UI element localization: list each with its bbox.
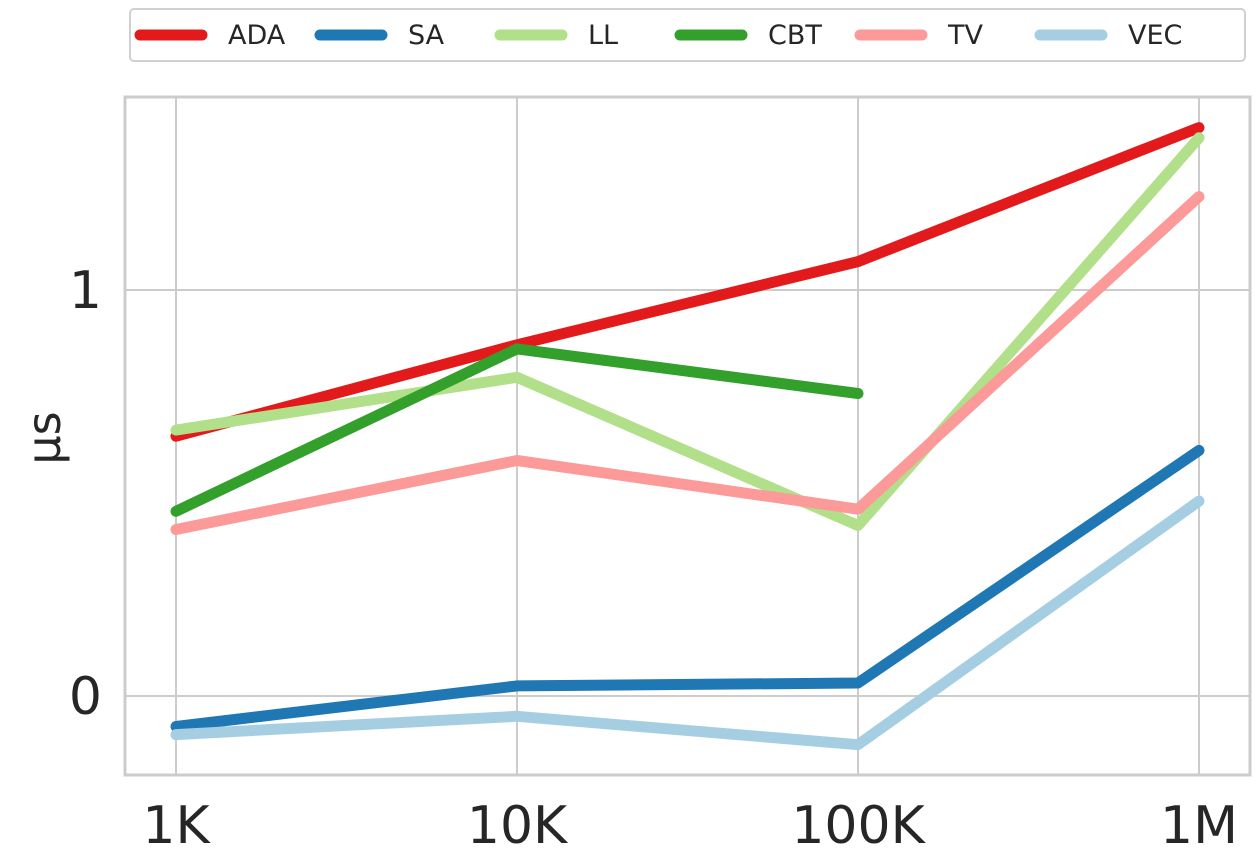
legend-label: VEC	[1128, 20, 1182, 51]
legend-label: SA	[408, 20, 445, 51]
x-tick-label: 100K	[791, 796, 926, 856]
y-tick-label: 0	[69, 667, 102, 727]
legend-items: ADA SA LL CBT TV VEC	[134, 20, 1182, 51]
x-axis-ticks: 1K 10K 100K 1M	[142, 796, 1238, 856]
x-tick-label: 1K	[142, 796, 211, 856]
x-tick-label: 1M	[1160, 796, 1238, 856]
series-line-ada	[170, 122, 1205, 442]
legend: ADA SA LL CBT TV VEC	[129, 8, 1246, 62]
series-lines	[170, 122, 1205, 751]
series-line-tv	[170, 191, 1205, 535]
legend-label: LL	[588, 20, 618, 51]
legend-item-sa: SA	[314, 20, 445, 51]
plot-area	[123, 95, 1252, 777]
legend-item-tv: TV	[854, 20, 983, 51]
plot-frame	[123, 95, 1252, 777]
series-line-vec	[170, 495, 1205, 751]
legend-item-ll: LL	[494, 20, 618, 51]
y-axis-ticks: 01	[69, 261, 102, 727]
series-line-sa	[170, 444, 1205, 732]
legend-label: TV	[947, 20, 983, 51]
y-axis-label: µs	[17, 411, 71, 464]
series-line-cbt	[170, 343, 864, 517]
legend-item-vec: VEC	[1034, 20, 1182, 51]
legend-item-ada: ADA	[134, 20, 286, 51]
x-tick-label: 10K	[467, 796, 569, 856]
legend-label: CBT	[768, 20, 822, 51]
legend-item-cbt: CBT	[674, 20, 822, 51]
series-line-ll	[170, 132, 1205, 531]
legend-label: ADA	[228, 20, 286, 51]
y-tick-label: 1	[69, 261, 102, 321]
